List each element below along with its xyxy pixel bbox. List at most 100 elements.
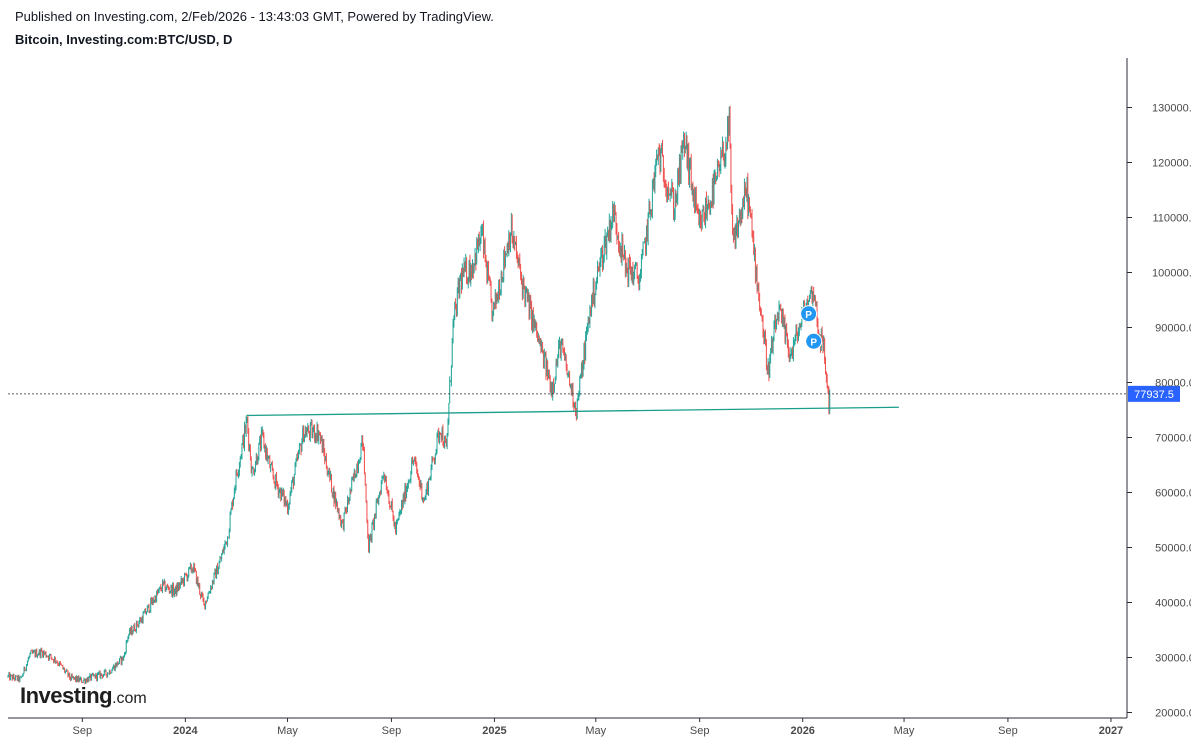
candle-body	[118, 662, 119, 665]
candle-body	[482, 227, 483, 230]
candle-body	[190, 564, 192, 572]
candle-body	[252, 468, 254, 469]
candle-body	[825, 361, 826, 373]
candle-body	[628, 257, 630, 282]
candle-body	[65, 671, 66, 673]
candle-body	[548, 374, 549, 379]
candle-body	[614, 209, 615, 222]
candle-body	[380, 481, 382, 495]
candle-body	[787, 335, 788, 345]
candle-body	[212, 581, 213, 589]
candle-body	[299, 444, 300, 452]
candle-body	[570, 384, 571, 386]
candle-body	[705, 198, 706, 225]
candle-body	[74, 677, 76, 679]
candle-body	[646, 225, 648, 239]
candle-body	[592, 280, 594, 305]
candle-body	[309, 423, 311, 438]
candle-body	[767, 363, 769, 370]
candle-body	[261, 431, 262, 449]
candle-body	[31, 650, 32, 652]
candle-body	[536, 322, 538, 334]
candle-body	[473, 263, 475, 273]
candle-body	[70, 675, 72, 680]
candle-body	[441, 428, 443, 439]
candle-body	[744, 185, 745, 208]
candle-body	[513, 237, 515, 244]
candle-body	[443, 444, 445, 448]
candle-body	[197, 578, 199, 587]
candle-body	[391, 501, 392, 508]
candle-body	[608, 220, 610, 239]
candle-body	[706, 198, 707, 216]
candle-body	[816, 301, 818, 322]
candle-body	[641, 254, 643, 260]
candle-body	[342, 520, 343, 522]
candle-body	[9, 673, 11, 680]
candle-body	[523, 278, 525, 288]
candle-body	[422, 497, 424, 500]
candle-body	[287, 503, 288, 513]
candle-body	[326, 457, 327, 469]
candle-body	[155, 596, 157, 602]
candle-body	[24, 667, 26, 671]
candle-body	[297, 455, 299, 459]
event-marker[interactable]: P	[805, 332, 823, 350]
candle-body	[497, 295, 499, 298]
candle-body	[450, 381, 451, 382]
candle-body	[244, 425, 245, 448]
candle-body	[634, 266, 635, 276]
candle-body	[509, 234, 510, 247]
candle-body	[352, 477, 353, 480]
candle-body	[637, 275, 639, 282]
candle-body	[485, 259, 487, 266]
candle-body	[117, 661, 119, 665]
candle-body	[455, 304, 456, 306]
candle-body	[56, 661, 58, 663]
candle-body	[695, 193, 697, 207]
candle-body	[344, 507, 346, 513]
candle-body	[775, 319, 777, 330]
candle-body	[385, 479, 386, 481]
candle-body	[271, 464, 272, 466]
candle-body	[792, 348, 793, 359]
candle-body	[369, 534, 371, 539]
candle-body	[38, 650, 40, 655]
candle-body	[811, 288, 813, 302]
candle-body	[351, 479, 353, 491]
candle-body	[11, 675, 13, 680]
candle-body	[528, 294, 530, 318]
candle-body	[689, 161, 690, 181]
candle-body	[317, 425, 319, 441]
candle-body	[385, 479, 387, 490]
candle-body	[461, 273, 462, 288]
candle-body	[692, 183, 694, 201]
candle-body	[258, 442, 260, 461]
candle-body	[47, 656, 49, 658]
candle-body	[58, 664, 60, 666]
event-marker[interactable]: P	[800, 305, 818, 323]
candle-body	[228, 536, 229, 538]
candle-body	[261, 429, 263, 432]
candle-body	[295, 461, 297, 464]
candle-body	[622, 238, 624, 256]
candle-body	[242, 435, 244, 445]
candle-body	[114, 665, 115, 671]
candle-body	[286, 503, 288, 505]
candle-body	[489, 278, 490, 280]
candle-body	[61, 665, 63, 666]
candle-body	[273, 477, 275, 482]
candle-body	[108, 673, 109, 675]
candle-body	[725, 144, 727, 160]
candle-body	[83, 679, 85, 681]
candle-body	[236, 471, 238, 475]
candle-body	[15, 675, 16, 680]
candle-body	[245, 419, 247, 434]
candle-body	[289, 493, 291, 504]
candle-body	[484, 239, 486, 260]
candle-body	[375, 501, 377, 516]
candle-body	[141, 617, 142, 622]
candle-body	[12, 675, 14, 680]
candle-body	[334, 493, 336, 504]
